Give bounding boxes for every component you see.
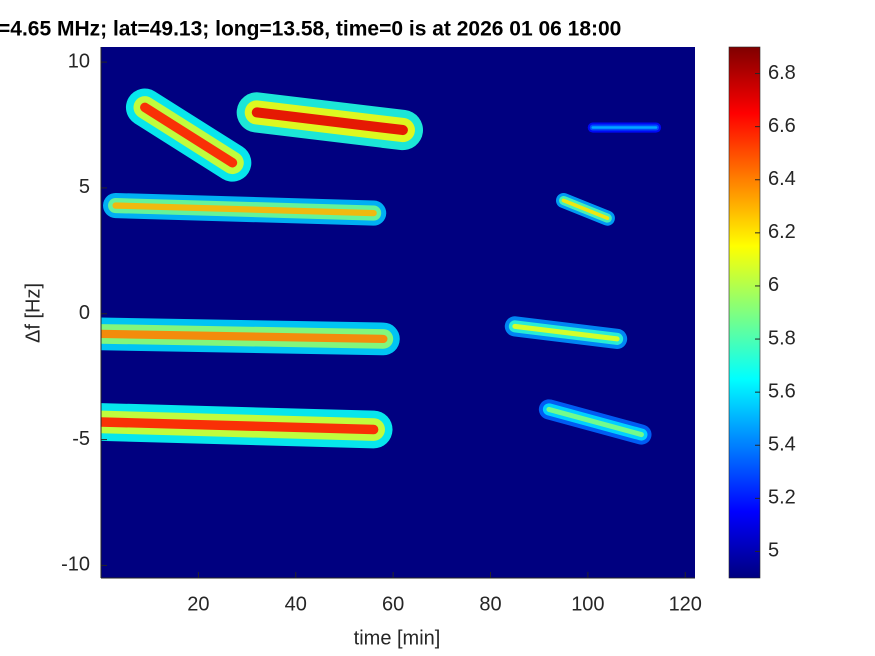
y-tick-label: -10	[61, 554, 90, 576]
x-tick-label: 40	[285, 593, 307, 615]
y-tick-label: 5	[79, 176, 90, 198]
colorbar-tick-label: 5.2	[768, 487, 796, 509]
streak-core	[101, 417, 379, 435]
chart-title: =4.65 MHz; lat=49.13; long=13.58, time=0…	[0, 18, 621, 41]
x-tick-label: 80	[479, 593, 501, 615]
colorbar-tick-label: 6.6	[768, 115, 796, 137]
colorbar-tick-label: 5.4	[768, 434, 796, 456]
colorbar-tick-label: 6	[768, 274, 779, 296]
colorbar-tick-label: 6.2	[768, 221, 796, 243]
colorbar-tick-label: 5	[768, 540, 779, 562]
x-tick-label: 100	[571, 593, 604, 615]
y-tick-label: -5	[72, 428, 90, 450]
y-axis-label: Δf [Hz]	[22, 283, 44, 343]
x-tick-label: 20	[187, 593, 209, 615]
streak-core	[112, 202, 377, 217]
colorbar-tick-label: 5.8	[768, 327, 796, 349]
streak-core	[561, 198, 610, 221]
streaks	[101, 88, 662, 449]
streak-core	[546, 406, 644, 438]
colorbar-tick-label: 6.8	[768, 62, 796, 84]
streak-core	[101, 329, 388, 344]
y-tick-label: 10	[68, 50, 90, 72]
x-tick-label: 120	[669, 593, 702, 615]
x-tick-label: 60	[382, 593, 404, 615]
streak-core	[251, 107, 408, 136]
colorbar-tick-label: 5.6	[768, 380, 796, 402]
x-axis-label: time [min]	[354, 627, 441, 649]
streak-core	[140, 102, 238, 168]
streak-core	[512, 323, 620, 342]
y-tick-label: 0	[79, 302, 90, 324]
colorbar-tick-label: 6.4	[768, 168, 796, 190]
colorbar	[728, 46, 761, 579]
